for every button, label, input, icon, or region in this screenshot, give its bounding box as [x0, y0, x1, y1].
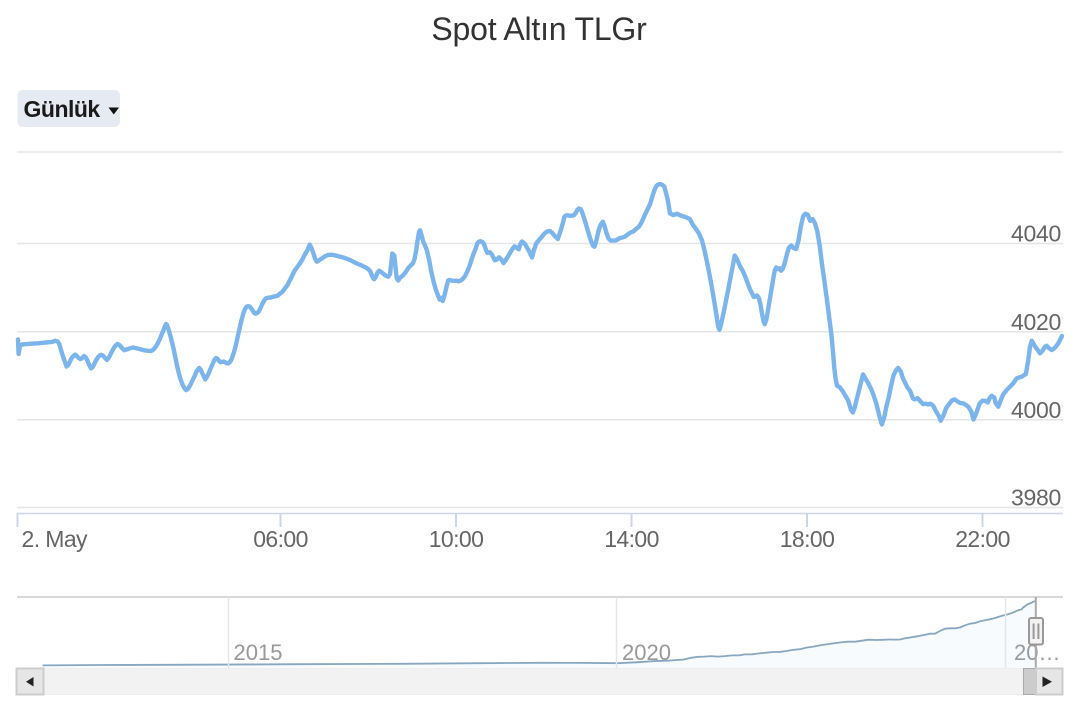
svg-text:2020: 2020: [622, 640, 671, 665]
svg-text:18:00: 18:00: [780, 526, 835, 552]
svg-text:Spot Altın TLGr: Spot Altın TLGr: [431, 11, 647, 47]
svg-text:3980: 3980: [1011, 485, 1061, 511]
svg-text:06:00: 06:00: [253, 526, 308, 552]
svg-text:2. May: 2. May: [22, 526, 89, 552]
svg-text:4040: 4040: [1011, 221, 1061, 247]
svg-text:2015: 2015: [234, 640, 283, 665]
svg-text:4000: 4000: [1011, 397, 1061, 423]
svg-text:Günlük: Günlük: [24, 96, 101, 122]
svg-text:14:00: 14:00: [604, 526, 659, 552]
svg-text:10:00: 10:00: [429, 526, 484, 552]
svg-text:4020: 4020: [1011, 309, 1061, 335]
svg-text:22:00: 22:00: [955, 526, 1010, 552]
